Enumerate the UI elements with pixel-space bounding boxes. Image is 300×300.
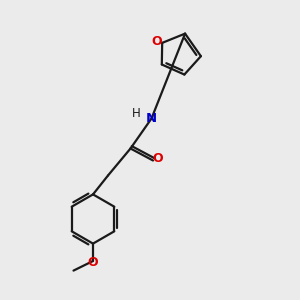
Text: N: N bbox=[146, 112, 157, 125]
Text: O: O bbox=[152, 152, 163, 166]
Text: O: O bbox=[88, 256, 98, 269]
Text: H: H bbox=[131, 106, 140, 120]
Text: O: O bbox=[152, 35, 162, 48]
